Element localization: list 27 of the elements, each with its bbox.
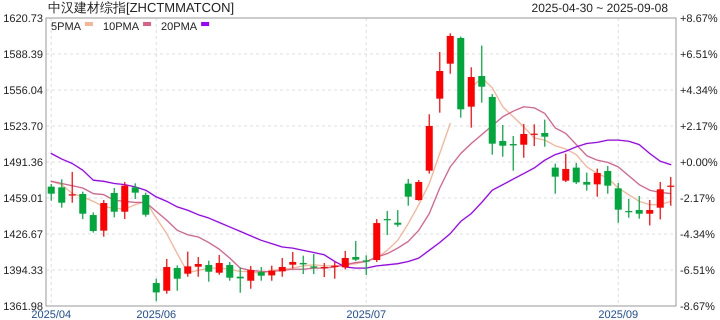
y-tick-label: 1491.36 <box>3 156 43 169</box>
line-series <box>50 139 672 269</box>
y-tick-label: 1523.70 <box>3 121 43 133</box>
y2-tick-label: -2.17% <box>680 193 716 206</box>
y2-tick-label: -4.34% <box>680 229 716 242</box>
chart-subtitle: 2025-04-30 ~ 2025-09-08 <box>532 1 668 15</box>
y-tick-label: 1588.39 <box>3 48 43 61</box>
y2-tick-label: +2.17% <box>680 120 718 133</box>
x-tick-label: 2025/06 <box>136 309 176 320</box>
y2-tick-label: +0.00% <box>680 157 718 169</box>
chart-title: 中汉建材综指[ZHCTMMATCON] <box>48 0 234 15</box>
legend-label: 10PMA <box>102 21 140 33</box>
legend-label: 5PMA <box>51 21 82 33</box>
y-tick-label: 1394.33 <box>3 264 43 277</box>
y2-tick-label: +4.34% <box>680 84 718 97</box>
y2-tick-label: -8.67% <box>680 301 716 313</box>
y2-tick-label: +6.51% <box>680 48 718 61</box>
x-tick-label: 2025/09 <box>598 309 638 320</box>
y-tick-label: 1426.67 <box>3 228 43 241</box>
y-tick-label: 1556.04 <box>3 85 43 98</box>
x-tick-label: 2025/04 <box>31 309 72 320</box>
legend-label: 20PMA <box>161 21 198 33</box>
y2-tick-label: +8.67% <box>680 13 718 25</box>
y2-tick-label: -6.51% <box>680 265 716 278</box>
y-tick-label: 1459.01 <box>3 193 43 205</box>
x-tick-label: 2025/07 <box>346 309 386 320</box>
y-tick-label: 1620.73 <box>3 13 43 25</box>
